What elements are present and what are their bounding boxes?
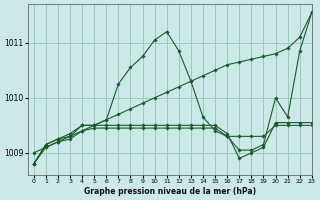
X-axis label: Graphe pression niveau de la mer (hPa): Graphe pression niveau de la mer (hPa) — [84, 187, 256, 196]
